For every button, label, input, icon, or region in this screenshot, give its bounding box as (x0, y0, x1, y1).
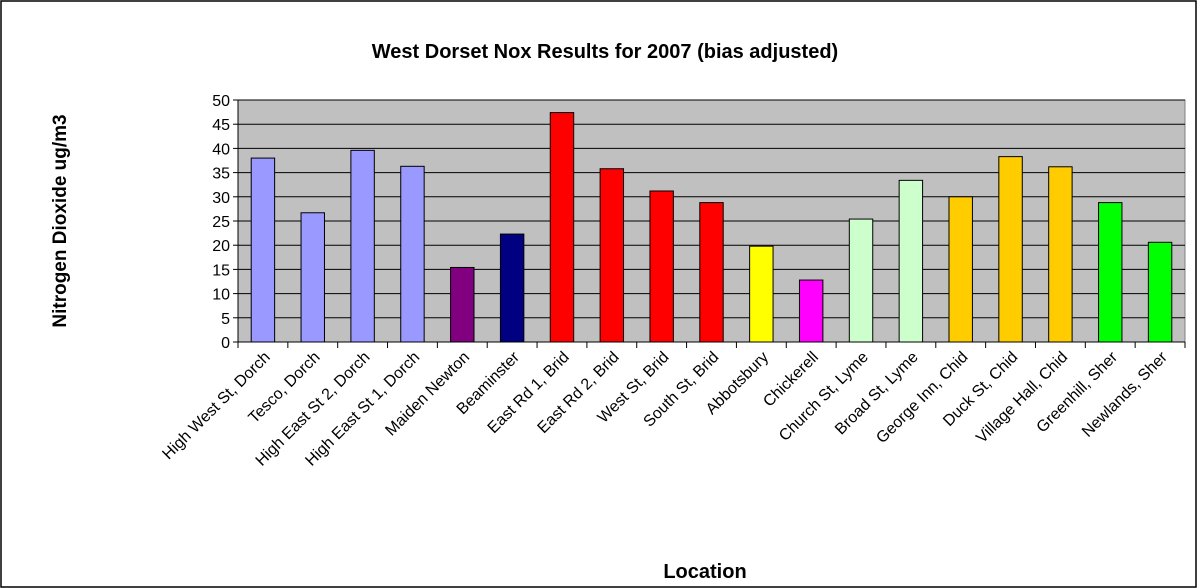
bar (350, 149, 375, 343)
bar (848, 218, 874, 343)
y-tick-label: 20 (212, 238, 230, 255)
y-tick-label: 0 (221, 335, 230, 352)
y-tick-label: 50 (212, 93, 230, 110)
bar (948, 196, 973, 343)
bar (749, 245, 774, 343)
y-tick-label: 15 (212, 262, 230, 279)
bar (450, 266, 475, 343)
bar (250, 157, 276, 343)
bar (699, 202, 724, 343)
bar (400, 165, 425, 343)
bar (798, 279, 824, 343)
x-axis-label: Location (663, 561, 746, 583)
bar (300, 212, 325, 343)
y-tick-label: 5 (221, 311, 230, 328)
bar (898, 179, 924, 343)
bar (1098, 202, 1123, 343)
y-tick-label: 30 (212, 190, 230, 207)
y-axis-label: Nitrogen Dioxide ug/m3 (50, 114, 71, 327)
bar (649, 190, 674, 343)
bar (1147, 241, 1173, 343)
bar (549, 112, 575, 343)
bar (499, 233, 525, 343)
bar (599, 168, 625, 343)
y-tick-label: 45 (212, 117, 230, 134)
chart-title: West Dorset Nox Results for 2007 (bias a… (372, 41, 838, 63)
y-tick-label: 25 (212, 214, 230, 231)
y-tick-label: 40 (212, 141, 230, 158)
y-tick-label: 35 (212, 166, 230, 183)
bar (1048, 166, 1073, 343)
bar (998, 156, 1023, 343)
y-tick-label: 10 (212, 287, 230, 304)
